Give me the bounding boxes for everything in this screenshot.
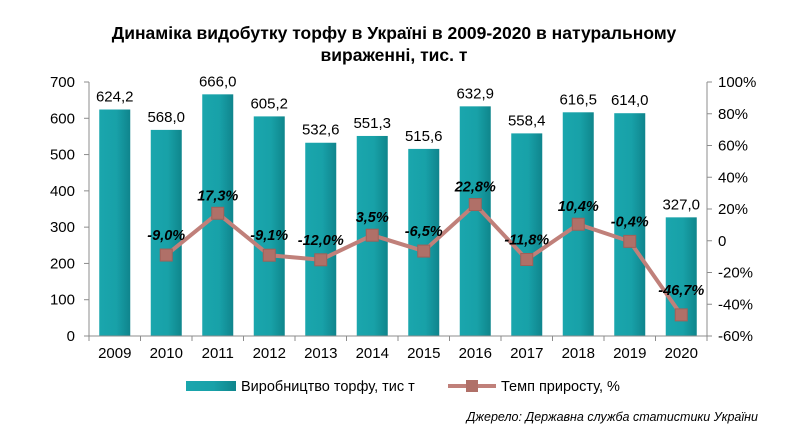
growth-data-label: 17,3% xyxy=(197,188,238,204)
bar xyxy=(614,113,646,336)
legend-label-production: Виробництво торфу, тис т xyxy=(241,379,415,395)
x-tick-label: 2012 xyxy=(253,345,286,362)
right-tick-label: 40% xyxy=(718,169,748,186)
growth-marker xyxy=(468,198,482,212)
right-tick-label: 0 xyxy=(718,233,726,250)
left-tick-label: 400 xyxy=(50,183,75,200)
x-tick-label: 2009 xyxy=(98,345,131,362)
legend-label-growth: Темп приросту, % xyxy=(501,379,620,395)
chart-title-line-1: Динаміка видобутку торфу в Україні в 200… xyxy=(111,23,677,43)
growth-marker xyxy=(674,308,688,322)
bar xyxy=(150,129,182,336)
bar-data-label: 532,6 xyxy=(302,122,340,139)
legend-swatch-growth-marker xyxy=(466,380,478,392)
growth-data-label: -46,7% xyxy=(658,283,704,299)
bar xyxy=(253,116,285,336)
left-tick-label: 500 xyxy=(50,147,75,164)
growth-data-label: -6,5% xyxy=(405,224,443,240)
left-axis: 0 100 200 300 400 500 600 700 xyxy=(50,74,90,345)
x-axis: 2009 2010 2011 2012 2013 2014 2015 2016 2017 2018… xyxy=(88,335,708,362)
bar-data-label: 327,0 xyxy=(662,196,700,213)
bar-data-label: 666,0 xyxy=(199,73,237,90)
line-series: -9,0% 17,3% -9,1% -12,0% 3,5% -6,5% 22,8% -11,8… xyxy=(147,180,704,322)
left-tick-label: 700 xyxy=(50,74,75,91)
bar-data-label: 614,0 xyxy=(611,92,649,109)
growth-marker xyxy=(417,244,431,258)
bar-data-label: 568,0 xyxy=(147,109,185,126)
growth-marker xyxy=(159,248,173,262)
legend: Виробництво торфу, тис т Темп приросту, % xyxy=(186,379,620,395)
x-tick-label: 2015 xyxy=(407,345,440,362)
growth-marker xyxy=(314,253,328,267)
right-axis: -60% -40% -20% 0 20% 40% 60% 80% 100% xyxy=(706,74,756,345)
growth-data-label: -9,1% xyxy=(250,228,288,244)
x-tick-label: 2016 xyxy=(459,345,492,362)
x-tick-label: 2019 xyxy=(613,345,646,362)
chart-title: Динаміка видобутку торфу в Україні в 200… xyxy=(0,22,788,66)
growth-data-label: 22,8% xyxy=(454,180,496,196)
right-tick-label: 20% xyxy=(718,201,748,218)
left-tick-label: 200 xyxy=(50,255,75,272)
chart-title-line-2: вираженні, тис. т xyxy=(320,45,468,65)
growth-marker xyxy=(211,206,225,220)
right-tick-label: 80% xyxy=(718,106,748,123)
bar-data-label: 558,4 xyxy=(508,112,546,129)
growth-marker xyxy=(365,228,379,242)
right-tick-label: -60% xyxy=(718,328,753,345)
x-tick-label: 2014 xyxy=(356,345,389,362)
source-note: Джерело: Державна служба статистики Укра… xyxy=(466,410,758,424)
bar xyxy=(305,142,337,336)
bar-data-label: 551,3 xyxy=(353,115,391,132)
growth-marker xyxy=(623,234,637,248)
bar-data-label: 515,6 xyxy=(405,128,443,145)
left-tick-label: 100 xyxy=(50,292,75,309)
left-tick-label: 600 xyxy=(50,110,75,127)
growth-marker xyxy=(262,248,276,262)
growth-data-label: 3,5% xyxy=(356,210,389,226)
left-tick-label: 300 xyxy=(50,219,75,236)
bar xyxy=(511,133,543,336)
growth-data-label: -9,0% xyxy=(147,228,185,244)
x-tick-label: 2011 xyxy=(202,345,234,362)
bar-data-label: 624,2 xyxy=(96,89,134,106)
x-tick-label: 2018 xyxy=(562,345,595,362)
growth-marker xyxy=(571,217,585,231)
bar-data-label: 616,5 xyxy=(559,91,597,108)
right-tick-label: 100% xyxy=(718,74,756,91)
left-tick-label: 0 xyxy=(67,328,75,345)
x-tick-label: 2013 xyxy=(304,345,337,362)
bar-data-label: 605,2 xyxy=(250,95,288,112)
right-tick-label: -40% xyxy=(718,296,753,313)
x-tick-label: 2010 xyxy=(150,345,183,362)
right-tick-label: 60% xyxy=(718,138,748,155)
x-tick-label: 2020 xyxy=(665,345,698,362)
bar xyxy=(459,106,491,336)
bar-series: 624,2 568,0 666,0 605,2 532,6 551,3 515,6 632,9… xyxy=(96,73,700,336)
x-tick-label: 2017 xyxy=(510,345,543,362)
bar-data-label: 632,9 xyxy=(456,85,494,102)
growth-marker xyxy=(520,252,534,266)
right-tick-label: -20% xyxy=(718,265,753,282)
growth-data-label: -12,0% xyxy=(298,233,344,249)
legend-swatch-production xyxy=(186,381,236,391)
growth-data-label: 10,4% xyxy=(558,199,599,215)
growth-data-label: -11,8% xyxy=(504,232,549,248)
growth-data-label: -0,4% xyxy=(611,214,649,230)
bar xyxy=(99,109,131,336)
